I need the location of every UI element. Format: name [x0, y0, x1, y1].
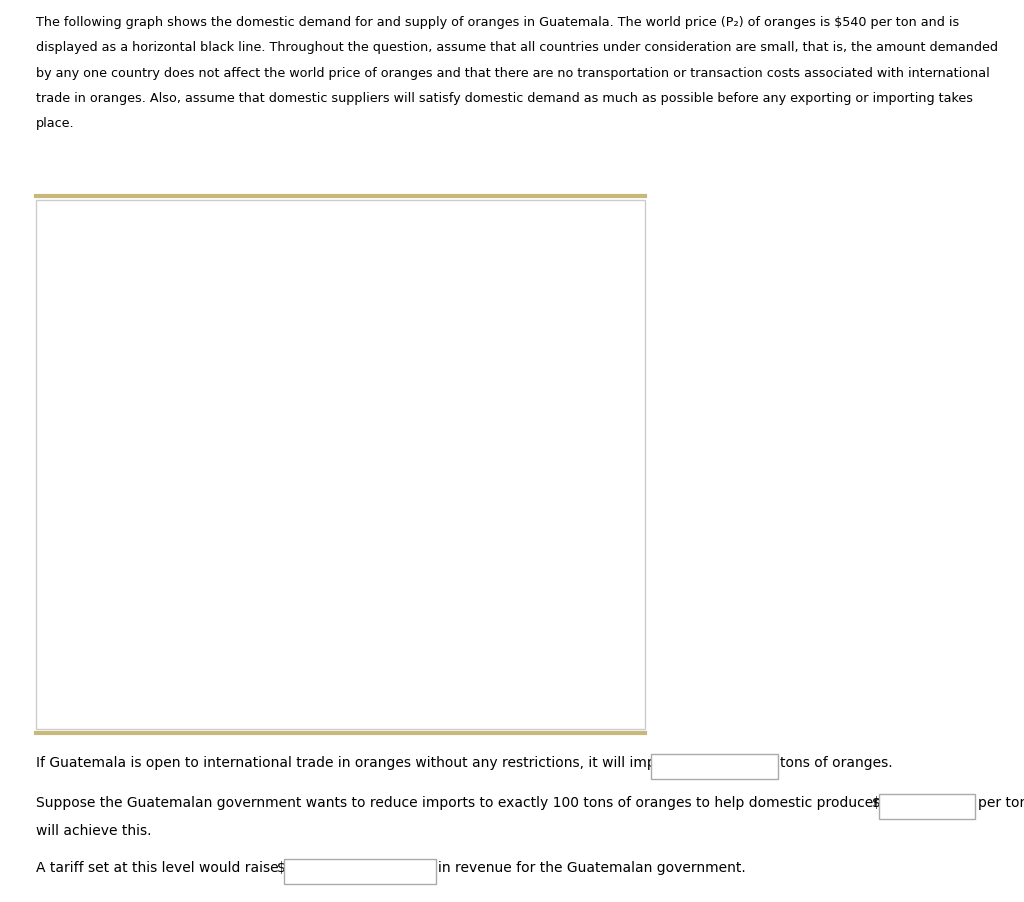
- Text: $: $: [276, 861, 286, 875]
- Text: Domestic Supply: Domestic Supply: [399, 236, 506, 250]
- Text: place.: place.: [36, 117, 75, 130]
- Text: displayed as a horizontal black line. Throughout the question, assume that all c: displayed as a horizontal black line. Th…: [36, 41, 997, 54]
- Text: by any one country does not affect the world price of oranges and that there are: by any one country does not affect the w…: [36, 67, 989, 79]
- Text: in revenue for the Guatemalan government.: in revenue for the Guatemalan government…: [438, 861, 746, 875]
- X-axis label: QUANTITY (Tons of oranges): QUANTITY (Tons of oranges): [268, 702, 454, 714]
- Text: tons of oranges.: tons of oranges.: [780, 756, 893, 770]
- Text: A tariff set at this level would raise: A tariff set at this level would raise: [36, 861, 279, 875]
- Text: P$_\mathregular{W}$: P$_\mathregular{W}$: [567, 594, 587, 612]
- Text: The following graph shows the domestic demand for and supply of oranges in Guate: The following graph shows the domestic d…: [36, 16, 959, 29]
- Text: $: $: [871, 796, 881, 810]
- Text: 50, 540: 50, 540: [201, 587, 253, 600]
- Text: per ton: per ton: [978, 796, 1024, 810]
- Text: trade in oranges. Also, assume that domestic suppliers will satisfy domestic dem: trade in oranges. Also, assume that dome…: [36, 92, 973, 105]
- Text: will achieve this.: will achieve this.: [36, 824, 152, 838]
- Circle shape: [582, 207, 618, 254]
- Y-axis label: PRICE (Dollars per ton): PRICE (Dollars per ton): [65, 375, 78, 527]
- Text: If Guatemala is open to international trade in oranges without any restrictions,: If Guatemala is open to international tr…: [36, 756, 676, 770]
- Text: ?: ?: [595, 222, 605, 240]
- Text: Suppose the Guatemalan government wants to reduce imports to exactly 100 tons of: Suppose the Guatemalan government wants …: [36, 796, 961, 810]
- Text: Domestic Demand: Domestic Demand: [126, 236, 242, 250]
